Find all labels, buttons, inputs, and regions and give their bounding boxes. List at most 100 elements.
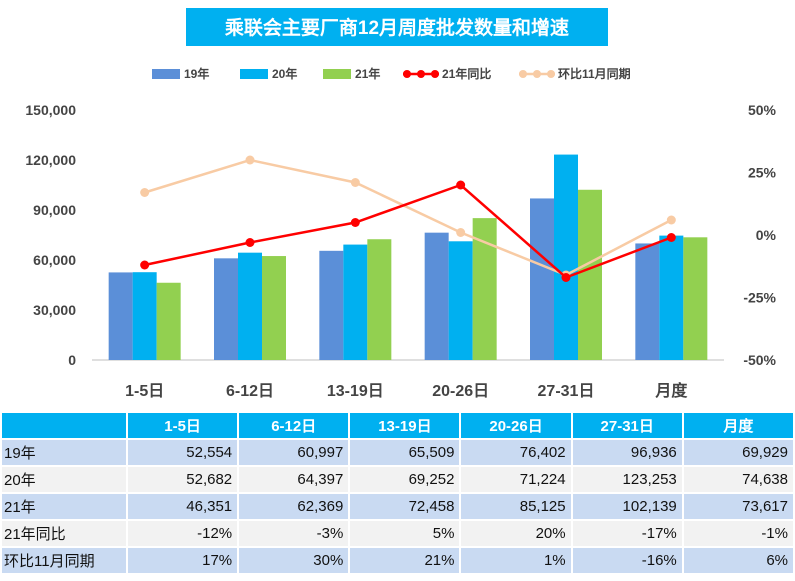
legend-swatch [240,69,268,79]
table-cell: -17% [572,521,682,546]
legend-marker [403,70,411,78]
data-table: 1-5日 6-12日 13-19日 20-26日 27-31日 月度 19年 5… [0,411,795,575]
line-point [456,180,466,190]
category-label: 6-12日 [226,382,274,400]
table-cell: 102,139 [572,494,682,519]
line-point [456,228,466,237]
bar [343,244,368,360]
bar [262,256,286,360]
bar [367,239,392,360]
category-labels: 1-5日 6-12日 13-19日 20-26日 27-31日 月度 [125,381,688,400]
table-cell: -1% [683,521,793,546]
right-tick-label: 50% [748,102,777,118]
legend: 19年 20年 21年 21年同比 环比11月同期 [152,66,631,81]
bar [448,241,473,360]
table-cell: -12% [128,521,238,546]
left-tick-label: 120,000 [25,152,76,168]
line-point [245,155,255,165]
bar [683,237,708,360]
table-cell: 21% [350,548,460,573]
row-label: 19年 [2,440,126,465]
legend-marker [533,70,541,78]
row-label: 21年同比 [2,521,126,546]
bars [108,154,708,360]
table-row: 19年 52,554 60,997 65,509 76,402 96,936 6… [2,440,793,465]
right-tick-label: -25% [743,290,776,306]
bar [424,232,449,360]
lines [140,155,676,282]
table-cell: 17% [128,548,238,573]
line-point [666,233,676,242]
series-line [144,183,672,279]
table-cell: 69,929 [683,440,793,465]
table-header: 20-26日 [461,413,571,438]
line-point [245,238,255,247]
legend-label: 环比11月同期 [558,66,631,81]
title-box [186,8,608,46]
left-tick-label: 60,000 [33,252,76,268]
legend-marker [417,70,425,78]
legend-swatch [152,69,180,79]
bar [132,272,157,360]
bar [530,198,554,360]
table-cell: 85,125 [461,494,571,519]
table-cell: 64,397 [239,467,349,492]
legend-marker [547,70,555,78]
table-header: 13-19日 [350,413,460,438]
table-cell: 72,458 [350,494,460,519]
left-tick-label: 150,000 [25,102,76,118]
table-cell: 6% [683,548,793,573]
table-cell: 60,997 [239,440,349,465]
table-cell: 65,509 [350,440,460,465]
table-cell: 5% [350,521,460,546]
bar [635,243,660,360]
line-point [140,188,150,197]
chart-title: 乘联会主要厂商12月周度批发数量和增速 [224,16,569,39]
right-tick-label: 25% [748,165,777,181]
table-header-row: 1-5日 6-12日 13-19日 20-26日 27-31日 月度 [2,413,793,438]
bar [319,250,344,360]
category-label: 13-19日 [327,382,384,400]
table-cell: 52,554 [128,440,238,465]
bar [554,154,578,360]
table-header: 月度 [683,413,793,438]
table-row: 21年 46,351 62,369 72,458 85,125 102,139 … [2,494,793,519]
bar [108,272,133,360]
bar [578,189,602,360]
table-row: 21年同比 -12% -3% 5% 20% -17% -1% [2,521,793,546]
table-cell: -16% [572,548,682,573]
line-point [350,218,360,227]
table-cell: 52,682 [128,467,238,492]
legend-label: 21年 [355,66,380,81]
legend-swatch [323,69,351,79]
right-tick-label: -50% [743,352,776,368]
table-cell: 74,638 [683,467,793,492]
left-tick-label: 0 [68,352,76,368]
legend-label: 19年 [184,66,209,81]
line-point [666,215,676,225]
table-cell: 20% [461,521,571,546]
table-cell: 30% [239,548,349,573]
table-header: 6-12日 [239,413,349,438]
category-label: 1-5日 [125,382,164,400]
category-label: 27-31日 [538,382,595,400]
bar [659,235,684,360]
row-label: 环比11月同期 [2,548,126,573]
table-header: 27-31日 [572,413,682,438]
table-cell: 71,224 [461,467,571,492]
table-header: 1-5日 [128,413,238,438]
table-cell: -3% [239,521,349,546]
line-point [350,178,360,187]
bar [238,252,262,360]
line-point [140,260,150,270]
table-cell: 123,253 [572,467,682,492]
legend-label: 21年同比 [442,66,491,81]
table-cell: 69,252 [350,467,460,492]
right-tick-label: 0% [756,227,777,243]
table-cell: 1% [461,548,571,573]
table-row: 环比11月同期 17% 30% 21% 1% -16% 6% [2,548,793,573]
chart: 乘联会主要厂商12月周度批发数量和增速 19年 20年 21年 21年同比 环比11月同… [25,8,777,400]
left-tick-label: 90,000 [33,202,76,218]
right-axis: -50% -25% 0% 25% 50% [743,102,776,368]
